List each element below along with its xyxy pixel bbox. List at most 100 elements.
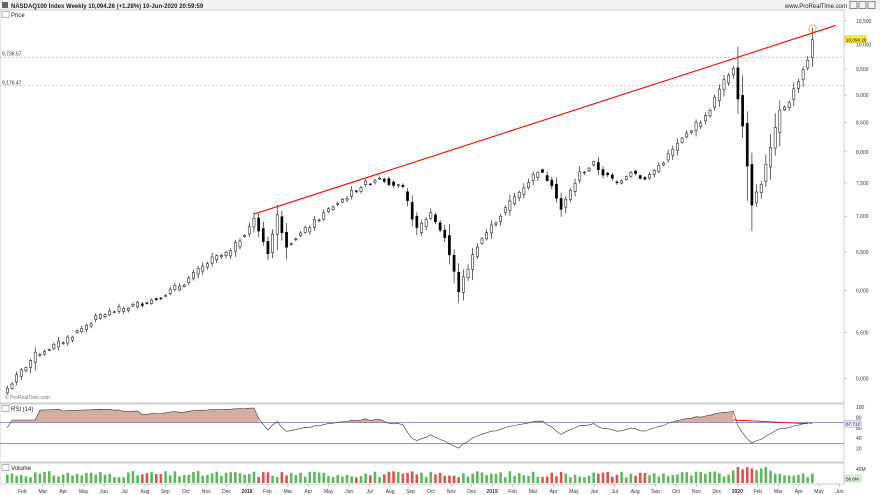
window-menu-icon[interactable]	[2, 2, 8, 8]
rsi-tick-label: 100	[856, 405, 865, 411]
volume-bar	[210, 473, 214, 483]
volume-bar	[466, 476, 470, 483]
volume-bar	[99, 472, 102, 483]
maximize-icon[interactable]	[858, 1, 867, 9]
candle-body	[229, 250, 233, 257]
volume-bar	[150, 472, 153, 483]
candle-body	[33, 351, 37, 363]
rsi-overbought-fill	[672, 411, 734, 423]
volume-axis: 40M 58.6M	[844, 467, 866, 483]
volume-bar	[764, 467, 768, 483]
minimize-icon[interactable]	[849, 1, 858, 9]
volume-value-box	[844, 474, 862, 483]
candle-body	[657, 165, 661, 172]
volume-bar	[783, 475, 786, 483]
volume-bar	[80, 475, 84, 483]
volume-bar	[108, 473, 112, 483]
candle-body	[168, 288, 172, 294]
candle-body	[583, 171, 586, 174]
candle-body	[178, 285, 181, 291]
candle-body	[750, 164, 754, 206]
volume-bar	[75, 473, 79, 483]
time-tick-label: Aug	[140, 489, 149, 495]
volume-bar	[583, 477, 586, 483]
volume-bar	[94, 474, 98, 483]
volume-bar	[322, 472, 326, 483]
candle-body	[415, 215, 419, 228]
volume-bar	[420, 472, 423, 483]
candlesticks	[5, 27, 814, 395]
candle-body	[387, 178, 391, 185]
volume-bar	[178, 476, 181, 483]
candle-body	[536, 172, 540, 178]
candle-body	[331, 206, 335, 210]
candle-body	[247, 226, 251, 235]
time-tick-label: Apr	[795, 489, 803, 495]
volume-bar	[745, 467, 749, 483]
time-tick-label: Mar	[774, 489, 783, 495]
rsi-label-icon[interactable]	[1, 405, 10, 412]
volume-bar	[531, 471, 535, 483]
volume-bar	[708, 471, 712, 483]
candle-body	[587, 167, 591, 172]
price-label-icon[interactable]	[1, 11, 10, 18]
volume-bar	[759, 468, 763, 483]
time-tick-label: Aug	[386, 489, 395, 495]
volume-bar	[299, 472, 302, 483]
candle-body	[43, 351, 46, 355]
price-tick-label: 7,500	[856, 181, 869, 187]
candle-body	[103, 314, 107, 317]
volume-bar	[140, 474, 144, 483]
candle-body	[336, 203, 340, 205]
rsi-value-label: 67.712	[846, 422, 860, 427]
volume-label-icon[interactable]	[1, 464, 10, 471]
volume-bar	[727, 474, 730, 483]
volume-bar	[550, 472, 554, 483]
volume-bar	[136, 475, 139, 483]
rsi-overbought-fill	[337, 418, 385, 423]
price-tick-label: 10,000	[856, 42, 872, 48]
volume-bar	[801, 473, 805, 483]
volume-bar	[257, 476, 260, 483]
candle-body	[108, 310, 112, 316]
candle-body	[210, 256, 214, 264]
candle-body	[327, 208, 330, 213]
volume-bar	[704, 473, 707, 483]
volume-bar	[303, 476, 307, 483]
volume-label: Volume	[11, 466, 32, 472]
price-tick-label: 8,000	[856, 150, 869, 156]
volume-bar	[345, 474, 349, 483]
volume-bar	[713, 471, 716, 483]
candle-body	[620, 180, 623, 184]
volume-bar	[159, 474, 163, 483]
candle-body	[122, 308, 126, 312]
candle-body	[10, 383, 14, 389]
time-tick-label: Sep	[651, 489, 660, 495]
volume-bar	[452, 475, 456, 483]
volume-bar	[308, 471, 312, 483]
volume-bar	[289, 473, 293, 483]
volume-bar	[606, 471, 609, 483]
candle-body	[47, 349, 51, 351]
candle-body	[480, 238, 484, 244]
candle-body	[452, 254, 456, 272]
candle-body	[671, 148, 675, 156]
volume-bar	[736, 467, 740, 483]
close-icon[interactable]	[867, 1, 876, 9]
volume-bar	[285, 475, 288, 483]
volume-bar	[355, 477, 358, 483]
volume-bar	[517, 473, 521, 483]
candle-body	[299, 232, 302, 236]
last-price-label: 10,094.26	[846, 37, 867, 42]
volume-bar	[559, 471, 563, 483]
time-tick-label: Feb	[508, 489, 517, 495]
volume-bar	[457, 477, 461, 483]
header-background	[0, 0, 880, 10]
volume-bar	[168, 475, 172, 483]
time-axis: Feb Mar Apr May Jun Jul Aug Sep Oct Nov Dec 2018 Feb…	[18, 484, 844, 495]
volume-bar	[480, 472, 484, 483]
candle-body	[801, 69, 805, 80]
candle-body	[5, 387, 9, 394]
candle-body	[145, 302, 149, 304]
